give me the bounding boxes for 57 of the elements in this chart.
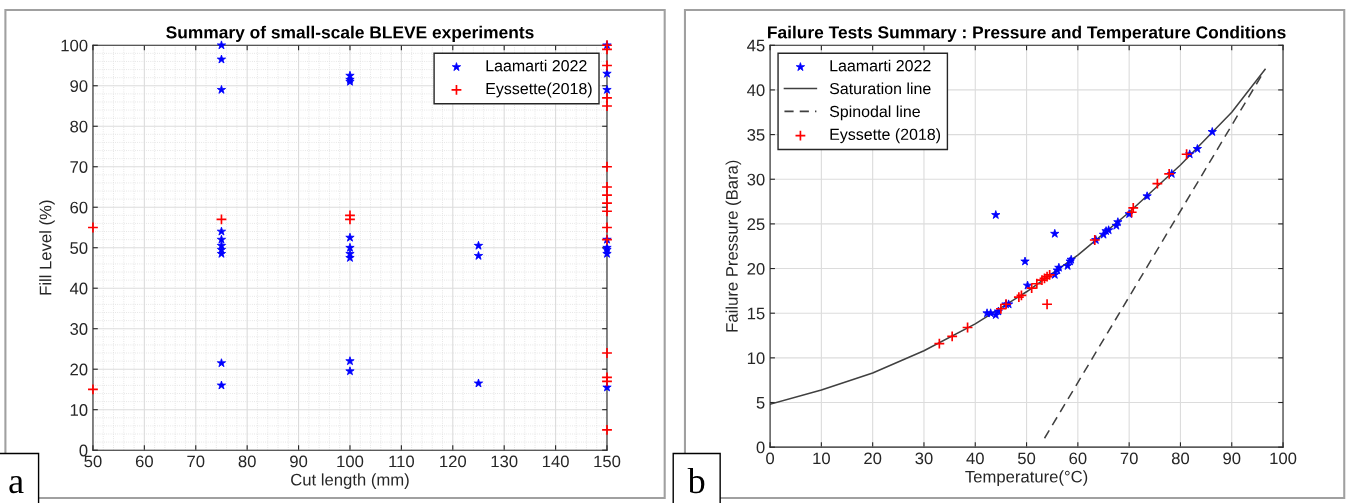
- y-tick-label: 25: [747, 218, 765, 231]
- x-tick-label: 70: [187, 455, 205, 468]
- y-tick-label: 10: [747, 352, 765, 365]
- x-tick-label: 90: [290, 455, 308, 468]
- chart-title: Summary of small-scale BLEVE experiments: [166, 25, 534, 42]
- legend-label: Eyssette(2018): [486, 82, 592, 98]
- x-tick-label: 140: [542, 455, 569, 468]
- chart-title: Failure Tests Summary : Pressure and Temperature Conditions: [768, 25, 1286, 42]
- y-tick-label: 30: [70, 323, 88, 335]
- y-tick-label: 0: [79, 444, 88, 457]
- x-tick-label: 40: [966, 452, 984, 465]
- text: b: [687, 467, 705, 494]
- x-tick-label: 100: [1270, 452, 1297, 465]
- x-axis-title: Temperature(°C): [965, 470, 1088, 486]
- x-tick-label: 60: [135, 455, 153, 468]
- y-tick-label: 0: [756, 441, 765, 454]
- x-tick-label: 20: [864, 452, 882, 465]
- y-tick-label: 50: [70, 242, 88, 254]
- x-tick-label: 150: [594, 455, 621, 468]
- x-tick-label: 80: [1171, 452, 1190, 465]
- legend-label: Spinodal line: [829, 105, 920, 121]
- y-tick-label: 15: [747, 307, 765, 320]
- x-tick-label: 90: [1223, 452, 1241, 465]
- y-tick-label: 90: [70, 80, 88, 92]
- y-tick-label: 70: [70, 161, 88, 173]
- y-tick-label: 30: [747, 173, 765, 186]
- y-tick-label: 10: [70, 404, 88, 416]
- x-tick-label: 100: [337, 455, 364, 468]
- y-tick-label: 100: [61, 39, 88, 52]
- legend-label: Laamarti 2022: [486, 59, 587, 72]
- y-tick-label: 40: [747, 84, 765, 97]
- y-tick-label: 40: [69, 282, 88, 295]
- x-tick-label: 70: [1120, 452, 1138, 465]
- legend-label: Eyssette (2018): [830, 128, 941, 144]
- x-tick-label: 110: [389, 455, 415, 468]
- y-tick-label: 45: [747, 39, 765, 52]
- text: a: [9, 476, 24, 494]
- x-tick-label: 50: [1017, 452, 1036, 465]
- x-tick-label: 120: [440, 455, 467, 468]
- x-tick-label: 50: [84, 455, 102, 468]
- y-axis-title: Fill Level (%): [39, 200, 55, 295]
- x-tick-label: 60: [1069, 452, 1087, 465]
- x-tick-label: 10: [813, 452, 830, 465]
- y-axis-title: Failure Pressure (Bara): [725, 160, 742, 332]
- y-tick-label: 20: [70, 363, 88, 376]
- y-tick-label: 35: [747, 128, 765, 141]
- x-tick-label: 130: [491, 455, 518, 468]
- x-axis-title: Cut length (mm): [291, 473, 409, 489]
- y-tick-label: 5: [756, 397, 765, 409]
- legend-label: Saturation line: [829, 82, 931, 95]
- x-tick-label: 80: [238, 455, 256, 468]
- y-tick-label: 80: [70, 120, 88, 133]
- y-tick-label: 20: [747, 262, 765, 275]
- y-tick-label: 60: [70, 201, 88, 214]
- x-tick-label: 30: [915, 452, 933, 465]
- x-tick-label: 0: [766, 452, 775, 465]
- legend-label: Laamarti 2022: [830, 59, 931, 72]
